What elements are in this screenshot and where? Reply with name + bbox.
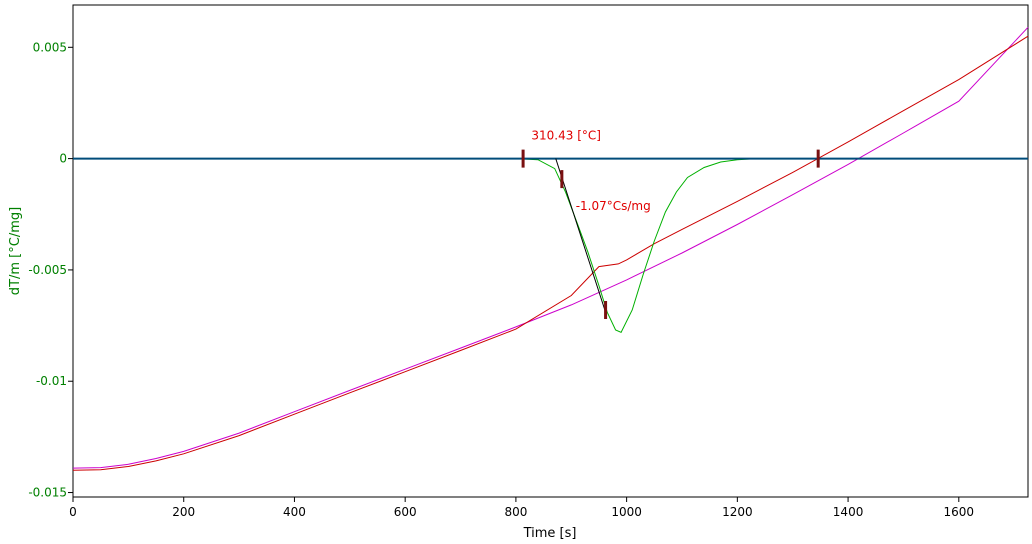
x-axis-title: Time [s]: [523, 526, 577, 541]
x-tick-label: 1200: [722, 505, 753, 519]
x-tick-label: 1000: [611, 505, 642, 519]
y-tick-label: -0.01: [36, 374, 67, 388]
x-tick-label: 600: [394, 505, 417, 519]
y-tick-label: -0.015: [28, 486, 67, 500]
y-tick-label: 0.005: [33, 40, 67, 54]
x-axis: 0 200 400 600 800 1000 1200 1400 1600: [69, 497, 974, 519]
y-axis-title: dT/m [°C/mg]: [8, 207, 23, 295]
series-line-1: [72, 26, 1029, 469]
marker-4: [816, 149, 820, 168]
x-tick-label: 200: [172, 505, 195, 519]
marker-3: [604, 300, 608, 319]
series-layer: [72, 26, 1029, 471]
plot-frame: [72, 4, 1029, 498]
y-tick-label: 0: [59, 152, 67, 166]
marker-1: [521, 149, 525, 168]
y-tick-label: -0.005: [28, 263, 67, 277]
marker-2: [560, 170, 564, 189]
overlay-layer: 310.43 [°C] -1.07°Cs/mg: [521, 129, 820, 319]
y-axis: 0.005 0 -0.005 -0.01 -0.015: [28, 40, 73, 500]
x-tick-label: 400: [283, 505, 306, 519]
x-tick-label: 1600: [944, 505, 975, 519]
x-tick-label: 800: [504, 505, 527, 519]
tangent-line: [555, 158, 607, 313]
annotation-2: -1.07°Cs/mg: [576, 199, 651, 213]
annotation-1: 310.43 [°C]: [531, 129, 601, 143]
series-line-2: [72, 35, 1029, 471]
x-tick-label: 0: [69, 505, 77, 519]
series-line-3: [73, 158, 1028, 333]
x-tick-label: 1400: [833, 505, 864, 519]
